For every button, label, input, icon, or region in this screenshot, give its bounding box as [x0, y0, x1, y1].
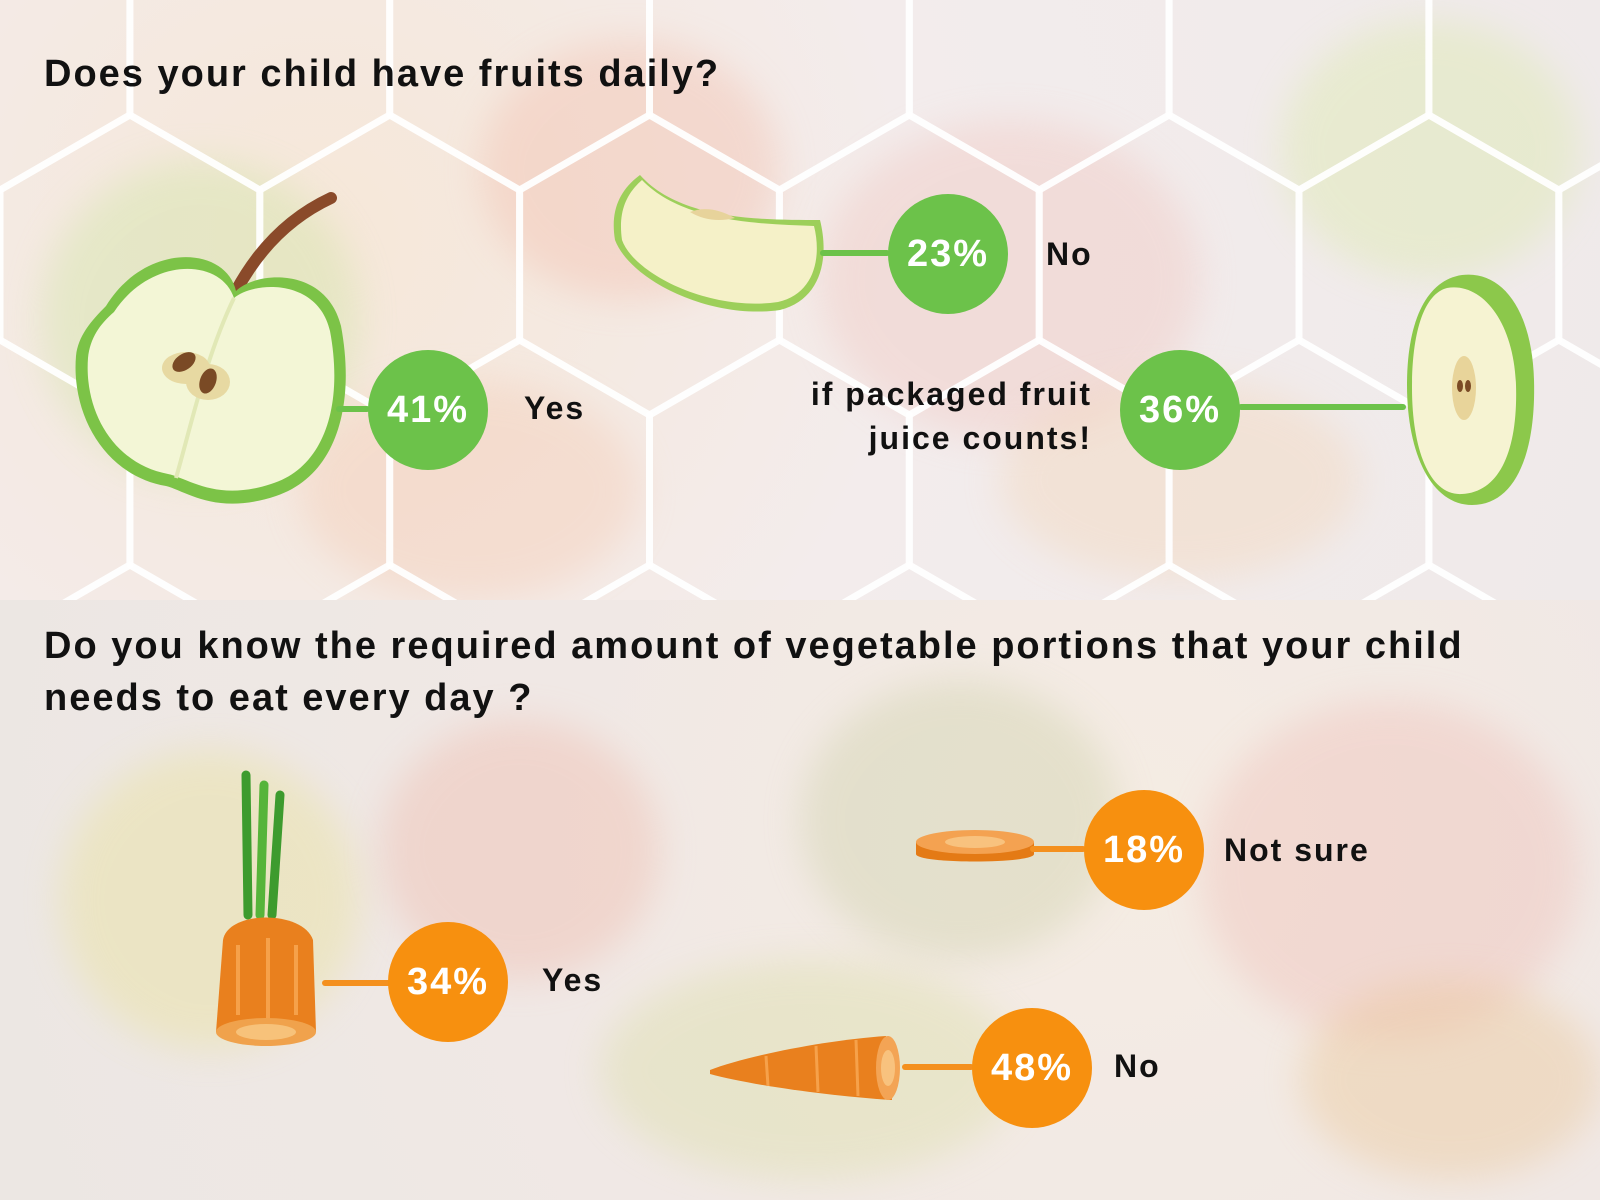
fruit-question-title: Does your child have fruits daily? — [44, 53, 721, 95]
veg-yes-label: Yes — [542, 962, 604, 998]
fruit-no-percent: 23% — [888, 194, 1008, 314]
fruit-juice-percent: 36% — [1120, 350, 1240, 470]
veg-notsure-label: Not sure — [1224, 832, 1370, 868]
veg-no-label: No — [1114, 1048, 1161, 1084]
fruit-yes-label: Yes — [524, 390, 586, 426]
fruit-juice-label: if packaged fruit juice counts! — [810, 376, 1092, 456]
carrot-tip-icon — [710, 1036, 900, 1100]
vegetable-question-title: Do you know the required amount of veget… — [44, 625, 1464, 719]
fruit-yes-percent: 41% — [368, 350, 488, 470]
carrot-slice-icon — [916, 830, 1034, 862]
fruit-no-label: No — [1046, 236, 1093, 272]
veg-no-percent: 48% — [972, 1008, 1092, 1128]
green-apple-half-icon — [75, 192, 346, 504]
apple-slice-icon — [613, 175, 824, 312]
vegetable-background — [0, 600, 1600, 1200]
veg-yes-percent: 34% — [388, 922, 508, 1042]
veg-notsure-percent: 18% — [1084, 790, 1204, 910]
carrot-top-icon — [216, 770, 316, 1046]
apple-cut-side-icon — [1407, 274, 1535, 505]
